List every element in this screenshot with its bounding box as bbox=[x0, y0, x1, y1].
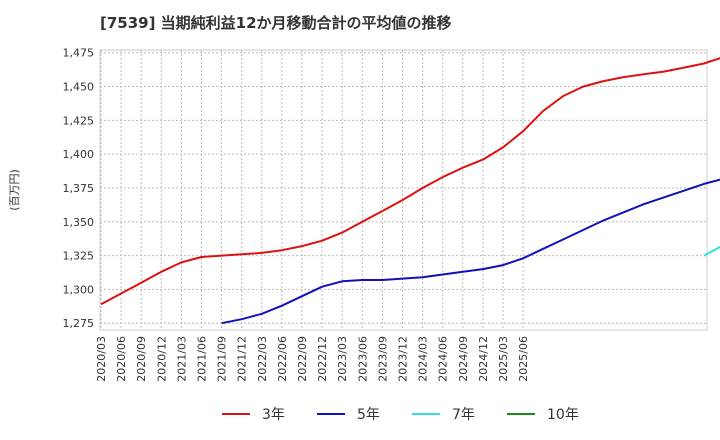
x-tick-label: 2025/03 bbox=[497, 336, 510, 382]
x-tick-label: 2020/12 bbox=[155, 336, 168, 382]
x-tick-label: 2020/03 bbox=[95, 336, 108, 382]
series-line-3年 bbox=[100, 57, 720, 306]
x-tick-label: 2020/09 bbox=[135, 336, 148, 382]
x-tick-label: 2024/09 bbox=[457, 336, 470, 382]
x-tick-label: 2023/12 bbox=[397, 336, 410, 382]
x-tick-label: 2022/06 bbox=[276, 336, 289, 382]
y-axis-label: (百万円) bbox=[8, 169, 21, 211]
x-tick-label: 2024/12 bbox=[477, 336, 490, 382]
grid-lines bbox=[100, 50, 707, 330]
legend-label: 5年 bbox=[357, 407, 380, 423]
plot-area bbox=[99, 49, 708, 331]
x-tick-label: 2021/06 bbox=[196, 336, 209, 382]
y-tick-label: 1,400 bbox=[63, 148, 95, 161]
x-tick-label: 2022/03 bbox=[256, 336, 269, 382]
x-tick-label: 2023/03 bbox=[336, 336, 349, 382]
y-tick-label: 1,350 bbox=[63, 216, 95, 229]
series-line-5年 bbox=[221, 178, 720, 325]
series-lines bbox=[100, 57, 720, 325]
x-tick-label: 2024/03 bbox=[417, 336, 430, 382]
y-tick-label: 1,475 bbox=[63, 47, 95, 60]
x-tick-label: 2025/06 bbox=[517, 336, 530, 382]
x-axis: 2020/03 2020/06 2020/09 2020/12 2021/03 2021/… bbox=[95, 336, 530, 382]
x-tick-label: 2023/06 bbox=[356, 336, 369, 382]
y-tick-label: 1,300 bbox=[63, 283, 95, 296]
y-tick-label: 1,425 bbox=[63, 114, 95, 127]
x-tick-label: 2022/12 bbox=[316, 336, 329, 382]
x-tick-label: 2021/12 bbox=[236, 336, 249, 382]
x-tick-label: 2020/06 bbox=[115, 336, 128, 382]
legend-label: 10年 bbox=[547, 407, 579, 423]
y-tick-label: 1,275 bbox=[63, 317, 95, 330]
legend: 3年 5年 7年 10年 bbox=[222, 407, 579, 423]
y-tick-label: 1,325 bbox=[63, 250, 95, 263]
y-tick-label: 1,375 bbox=[63, 182, 95, 195]
x-tick-label: 2022/09 bbox=[296, 336, 309, 382]
legend-label: 7年 bbox=[452, 407, 475, 423]
legend-label: 3年 bbox=[262, 407, 285, 423]
y-axis: 1,275 1,300 1,325 1,350 1,375 1,400 1,425 1,450… bbox=[63, 47, 95, 331]
x-tick-label: 2021/03 bbox=[175, 336, 188, 382]
x-tick-label: 2021/09 bbox=[216, 336, 229, 382]
x-tick-label: 2024/06 bbox=[437, 336, 450, 382]
x-tick-label: 2023/09 bbox=[376, 336, 389, 382]
chart-title: [7539] 当期純利益12か月移動合計の平均値の推移 bbox=[100, 14, 452, 32]
y-tick-label: 1,450 bbox=[63, 81, 95, 94]
